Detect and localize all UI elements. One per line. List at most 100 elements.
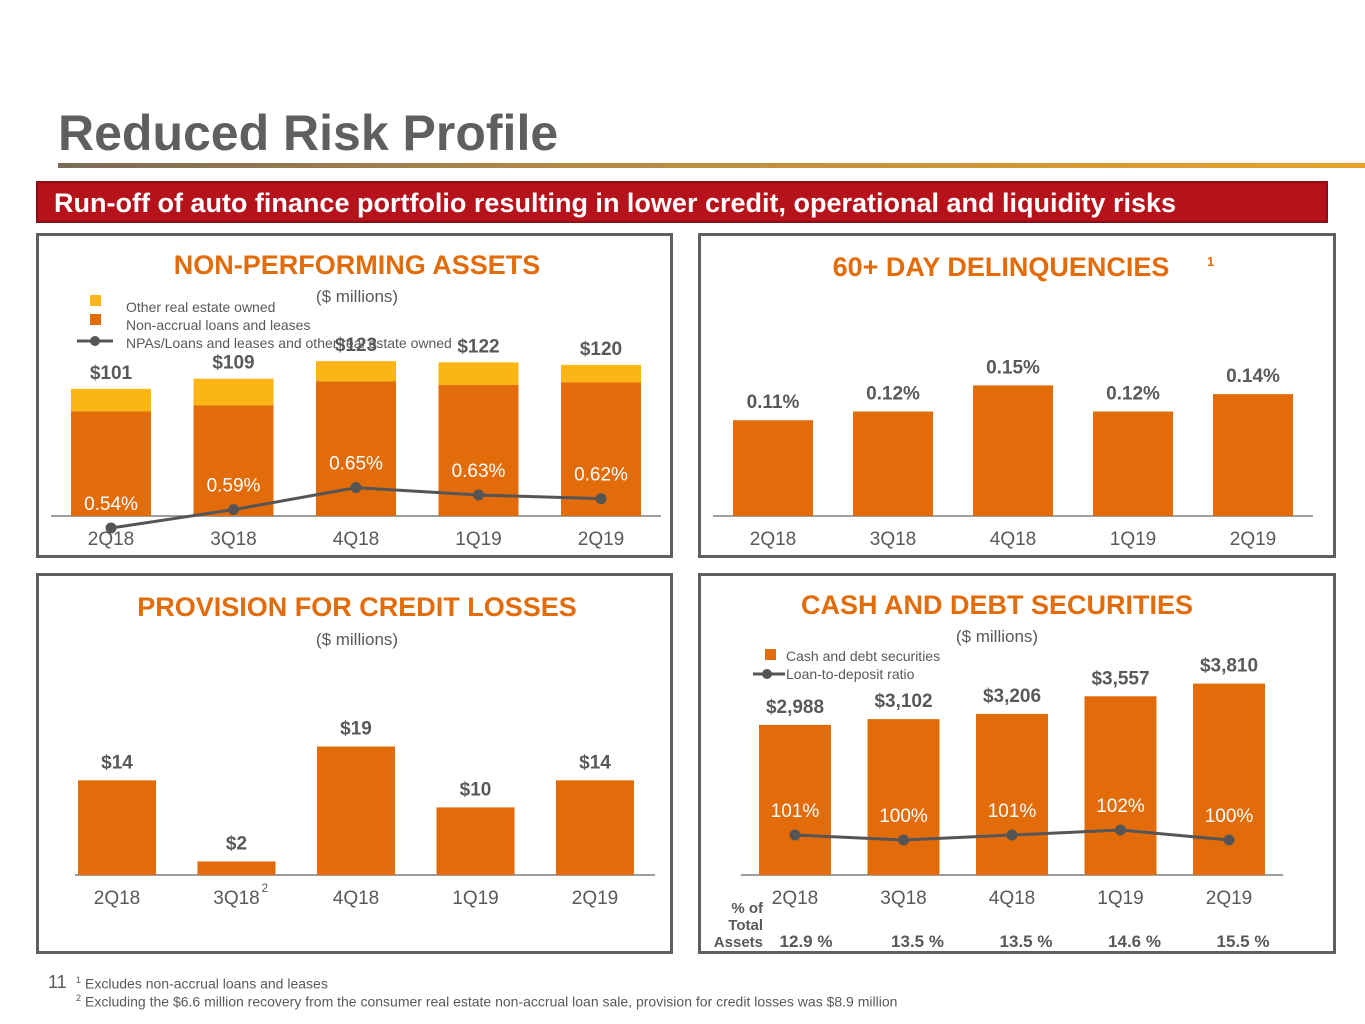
cash-panel: CASH AND DEBT SECURITIES ($ millions) Cash… [698, 573, 1336, 954]
ratio-label: 0.62% [574, 465, 628, 486]
cash-chart: CASH AND DEBT SECURITIES ($ millions) Cash… [714, 590, 1283, 951]
bar-2Q19 [1213, 394, 1293, 516]
ratio-point [789, 829, 801, 841]
provision-panel: PROVISION FOR CREDIT LOSSES ($ millions) $… [36, 573, 673, 954]
pct-total-assets-label: Total [728, 917, 763, 934]
pct-total-assets-label: % of [731, 900, 764, 917]
x-tick-label: 1Q19 [455, 529, 501, 550]
bar-2Q19 [556, 780, 634, 875]
x-tick-label: 2Q18 [772, 888, 818, 909]
npa-panel: NON-PERFORMING ASSETS ($ millions) Other r… [36, 233, 673, 558]
x-tick-label: 4Q18 [989, 888, 1035, 909]
x-tick-label: 2Q18 [750, 529, 796, 550]
bar-1Q19 [1084, 696, 1157, 875]
bar-value-label: $120 [580, 339, 622, 360]
npa-chart: NON-PERFORMING ASSETS ($ millions) Other r… [51, 250, 661, 550]
pct-total-assets-value: 13.5 % [1000, 932, 1053, 951]
x-tick-label: 4Q18 [333, 529, 379, 550]
delinquencies-chart: 60+ DAY DELINQUENCIES 1 0.11% 2Q18 0.12% 3Q18… [713, 252, 1313, 550]
legend-label-nonaccrual: Non-accrual loans and leases [126, 317, 310, 333]
chart-title: 60+ DAY DELINQUENCIES [833, 252, 1170, 282]
footnote-2-mark: 2 [76, 993, 82, 1003]
pct-total-assets-value: 15.5 % [1217, 932, 1270, 951]
headline-banner: Run-off of auto finance portfolio result… [36, 181, 1328, 223]
bar-value-label: $122 [457, 336, 499, 357]
ratio-label: 101% [771, 801, 820, 822]
x-tick-label: 1Q19 [1110, 529, 1156, 550]
page-number: 11 [48, 972, 67, 992]
legend-point-ltd [762, 669, 772, 679]
x-tick-superscript: 2 [262, 881, 269, 895]
bar-value-label: $3,206 [983, 686, 1041, 707]
bar-value-label: 0.15% [986, 357, 1040, 378]
bar-4Q18 [976, 713, 1048, 875]
ratio-point [898, 834, 909, 846]
ratio-label: 0.63% [452, 461, 506, 482]
bar-1Q19 [436, 807, 515, 875]
bar-2Q18 [733, 420, 813, 516]
bar-value-label: $3,810 [1200, 656, 1258, 677]
bar-value-label: $14 [101, 752, 133, 773]
x-tick-label: 1Q19 [452, 888, 498, 909]
chart-subtitle: ($ millions) [956, 627, 1038, 646]
x-tick-label: 3Q18 [213, 888, 259, 909]
chart-title-superscript: 1 [1207, 254, 1214, 269]
bar-4Q18 [973, 385, 1053, 516]
bar-value-label: $101 [90, 363, 133, 384]
bar-2Q18 [759, 724, 831, 875]
pct-total-assets-value: 14.6 % [1108, 932, 1161, 951]
bar-value-label: $123 [335, 335, 377, 356]
bar-value-label: 0.12% [866, 384, 920, 405]
ratio-label: 100% [1205, 806, 1254, 827]
x-tick-label: 1Q19 [1097, 888, 1143, 909]
ratio-point [595, 493, 607, 505]
bar-oreo-3Q18 [193, 378, 274, 406]
footnote-1: 1 Excludes non-accrual loans and leases [76, 975, 328, 992]
bar-value-label: 0.14% [1226, 366, 1280, 387]
legend-label-cash: Cash and debt securities [786, 648, 940, 664]
ratio-point [1006, 829, 1018, 841]
ratio-point [1115, 824, 1126, 836]
ratio-label: 0.54% [84, 494, 138, 515]
x-tick-label: 2Q18 [94, 888, 140, 909]
x-tick-label: 3Q18 [210, 529, 256, 550]
bar-4Q18 [317, 746, 395, 875]
ratio-label: 102% [1096, 796, 1145, 817]
ratio-label: 100% [879, 806, 928, 827]
ratio-point [350, 482, 362, 494]
bar-nonaccrual-2Q18 [71, 411, 151, 516]
x-tick-label: 3Q18 [880, 888, 926, 909]
bar-value-label: $109 [212, 353, 254, 374]
bar-value-label: $2,988 [766, 697, 824, 718]
bar-nonaccrual-4Q18 [316, 381, 396, 516]
bar-oreo-2Q19 [561, 364, 641, 383]
chart-title: CASH AND DEBT SECURITIES [801, 590, 1193, 620]
ratio-label: 101% [988, 801, 1037, 822]
bar-3Q18 [197, 861, 276, 875]
x-tick-label: 2Q19 [572, 888, 618, 909]
ratio-label: 0.59% [207, 476, 261, 497]
bar-2Q19 [1193, 683, 1265, 875]
footnote-2: 2 Excluding the $6.6 million recovery fro… [76, 993, 897, 1010]
bar-value-label: 0.12% [1106, 384, 1160, 405]
bar-value-label: $14 [579, 752, 611, 773]
bar-3Q18 [853, 411, 933, 516]
footnote-1-mark: 1 [76, 975, 82, 985]
bar-oreo-1Q19 [438, 362, 519, 386]
bar-value-label: $19 [340, 719, 372, 740]
delinquencies-panel: 60+ DAY DELINQUENCIES 1 0.11% 2Q18 0.12% 3Q18… [698, 233, 1336, 558]
ratio-point [1223, 834, 1235, 846]
bar-2Q18 [78, 780, 156, 875]
x-tick-label: 2Q19 [578, 529, 624, 550]
ratio-point [105, 522, 117, 534]
x-tick-label: 3Q18 [870, 529, 916, 550]
title-rule [58, 163, 1365, 168]
legend-swatch-cash [765, 649, 776, 660]
ratio-point [473, 489, 484, 501]
x-tick-label: 2Q18 [88, 529, 134, 550]
ratio-label: 0.65% [329, 454, 383, 475]
chart-title: NON-PERFORMING ASSETS [174, 250, 541, 280]
chart-title: PROVISION FOR CREDIT LOSSES [137, 592, 577, 622]
footnote-2-text: Excluding the $6.6 million recovery from… [85, 993, 898, 1010]
legend-point-ratio [90, 336, 100, 346]
